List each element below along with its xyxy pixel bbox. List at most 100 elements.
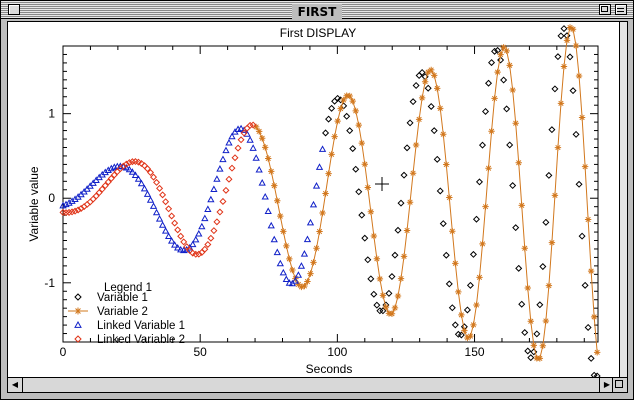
- data-point: [361, 234, 369, 242]
- data-point: [137, 179, 146, 187]
- data-point: [548, 126, 556, 134]
- data-point: [258, 135, 266, 142]
- data-point: [512, 224, 520, 232]
- data-point: [503, 47, 510, 55]
- data-point: [164, 232, 173, 240]
- data-point: [406, 199, 414, 206]
- data-point: [86, 198, 94, 206]
- data-point: [434, 85, 441, 92]
- data-point: [65, 208, 73, 216]
- data-point: [482, 203, 489, 210]
- data-point: [276, 259, 284, 267]
- data-point: [545, 282, 553, 289]
- data-point: [461, 327, 468, 334]
- data-point: [530, 342, 537, 349]
- data-point: [536, 301, 544, 309]
- scroll-right-arrow-icon[interactable]: ▶: [599, 378, 614, 392]
- data-point: [367, 208, 375, 215]
- data-point: [394, 226, 402, 234]
- data-point: [431, 72, 438, 79]
- data-point: [159, 191, 167, 199]
- vertical-scrollbar[interactable]: [619, 21, 628, 379]
- data-point: [150, 173, 158, 181]
- data-point: [494, 46, 502, 54]
- data-point: [524, 284, 531, 292]
- data-point: [509, 86, 516, 94]
- data-point: [581, 281, 589, 289]
- data-point: [581, 163, 589, 170]
- data-point: [216, 165, 224, 172]
- data-point: [470, 321, 477, 329]
- data-point: [307, 270, 314, 277]
- data-point: [548, 239, 556, 246]
- data-point: [503, 105, 511, 113]
- data-point: [364, 184, 372, 191]
- data-point: [262, 144, 269, 151]
- data-point: [249, 121, 257, 129]
- data-point: [152, 208, 161, 216]
- data-point: [195, 250, 203, 258]
- data-point: [268, 168, 275, 175]
- data-point: [277, 212, 284, 220]
- data-point: [161, 227, 170, 234]
- data-point: [500, 76, 508, 84]
- data-point: [518, 300, 526, 308]
- data-point: [255, 128, 263, 135]
- legend-entry: Variable 1: [97, 292, 148, 304]
- data-point: [403, 227, 411, 234]
- data-point: [174, 226, 182, 234]
- data-point: [122, 160, 130, 168]
- data-point: [301, 282, 308, 290]
- data-point: [183, 243, 191, 251]
- data-point: [177, 245, 185, 253]
- data-point: [258, 179, 266, 186]
- data-point: [125, 159, 133, 167]
- data-point: [265, 155, 272, 162]
- data-point: [171, 219, 179, 227]
- resize-grip-icon[interactable]: [612, 377, 628, 393]
- series-2: [252, 24, 601, 362]
- data-point: [533, 330, 541, 338]
- data-point: [569, 87, 577, 95]
- data-point: [168, 212, 176, 220]
- horizontal-scrollbar[interactable]: ◀ ▶: [7, 377, 615, 393]
- close-box-icon[interactable]: [8, 4, 20, 15]
- scroll-left-arrow-icon[interactable]: ◀: [8, 378, 23, 392]
- data-point: [198, 222, 206, 230]
- data-point: [325, 170, 332, 177]
- data-point: [376, 307, 384, 315]
- data-point: [497, 51, 504, 58]
- data-point: [294, 271, 303, 278]
- data-point: [216, 208, 224, 216]
- data-point: [485, 165, 492, 172]
- plot-area: First DISPLAY 0 50 100 150 -1 0 1 Seconds Vari…: [7, 21, 623, 380]
- data-point: [289, 266, 296, 274]
- data-point: [104, 166, 112, 173]
- data-point: [515, 264, 523, 272]
- x-axis-label: Seconds: [306, 362, 353, 376]
- data-point: [249, 144, 257, 151]
- data-point: [137, 159, 145, 167]
- data-point: [280, 228, 287, 235]
- data-point: [207, 234, 215, 242]
- data-point: [373, 301, 381, 309]
- legend-entry: Linked Variable 1: [97, 320, 185, 332]
- title-bar[interactable]: FIRST: [1, 1, 633, 21]
- data-point: [237, 124, 245, 132]
- data-point: [403, 144, 411, 152]
- y-tick-label: 0: [48, 191, 55, 205]
- zoom-box-icon[interactable]: [599, 4, 611, 15]
- data-point: [506, 62, 513, 69]
- series-line: [255, 26, 598, 359]
- data-point: [334, 117, 341, 125]
- data-point: [325, 115, 333, 123]
- data-point: [497, 56, 505, 64]
- data-point: [379, 307, 387, 315]
- data-point: [440, 131, 447, 138]
- data-point: [566, 53, 574, 61]
- data-point: [219, 155, 227, 163]
- data-point: [424, 68, 432, 76]
- data-point: [174, 243, 182, 251]
- data-point: [71, 207, 79, 215]
- collapse-box-icon[interactable]: [615, 4, 627, 15]
